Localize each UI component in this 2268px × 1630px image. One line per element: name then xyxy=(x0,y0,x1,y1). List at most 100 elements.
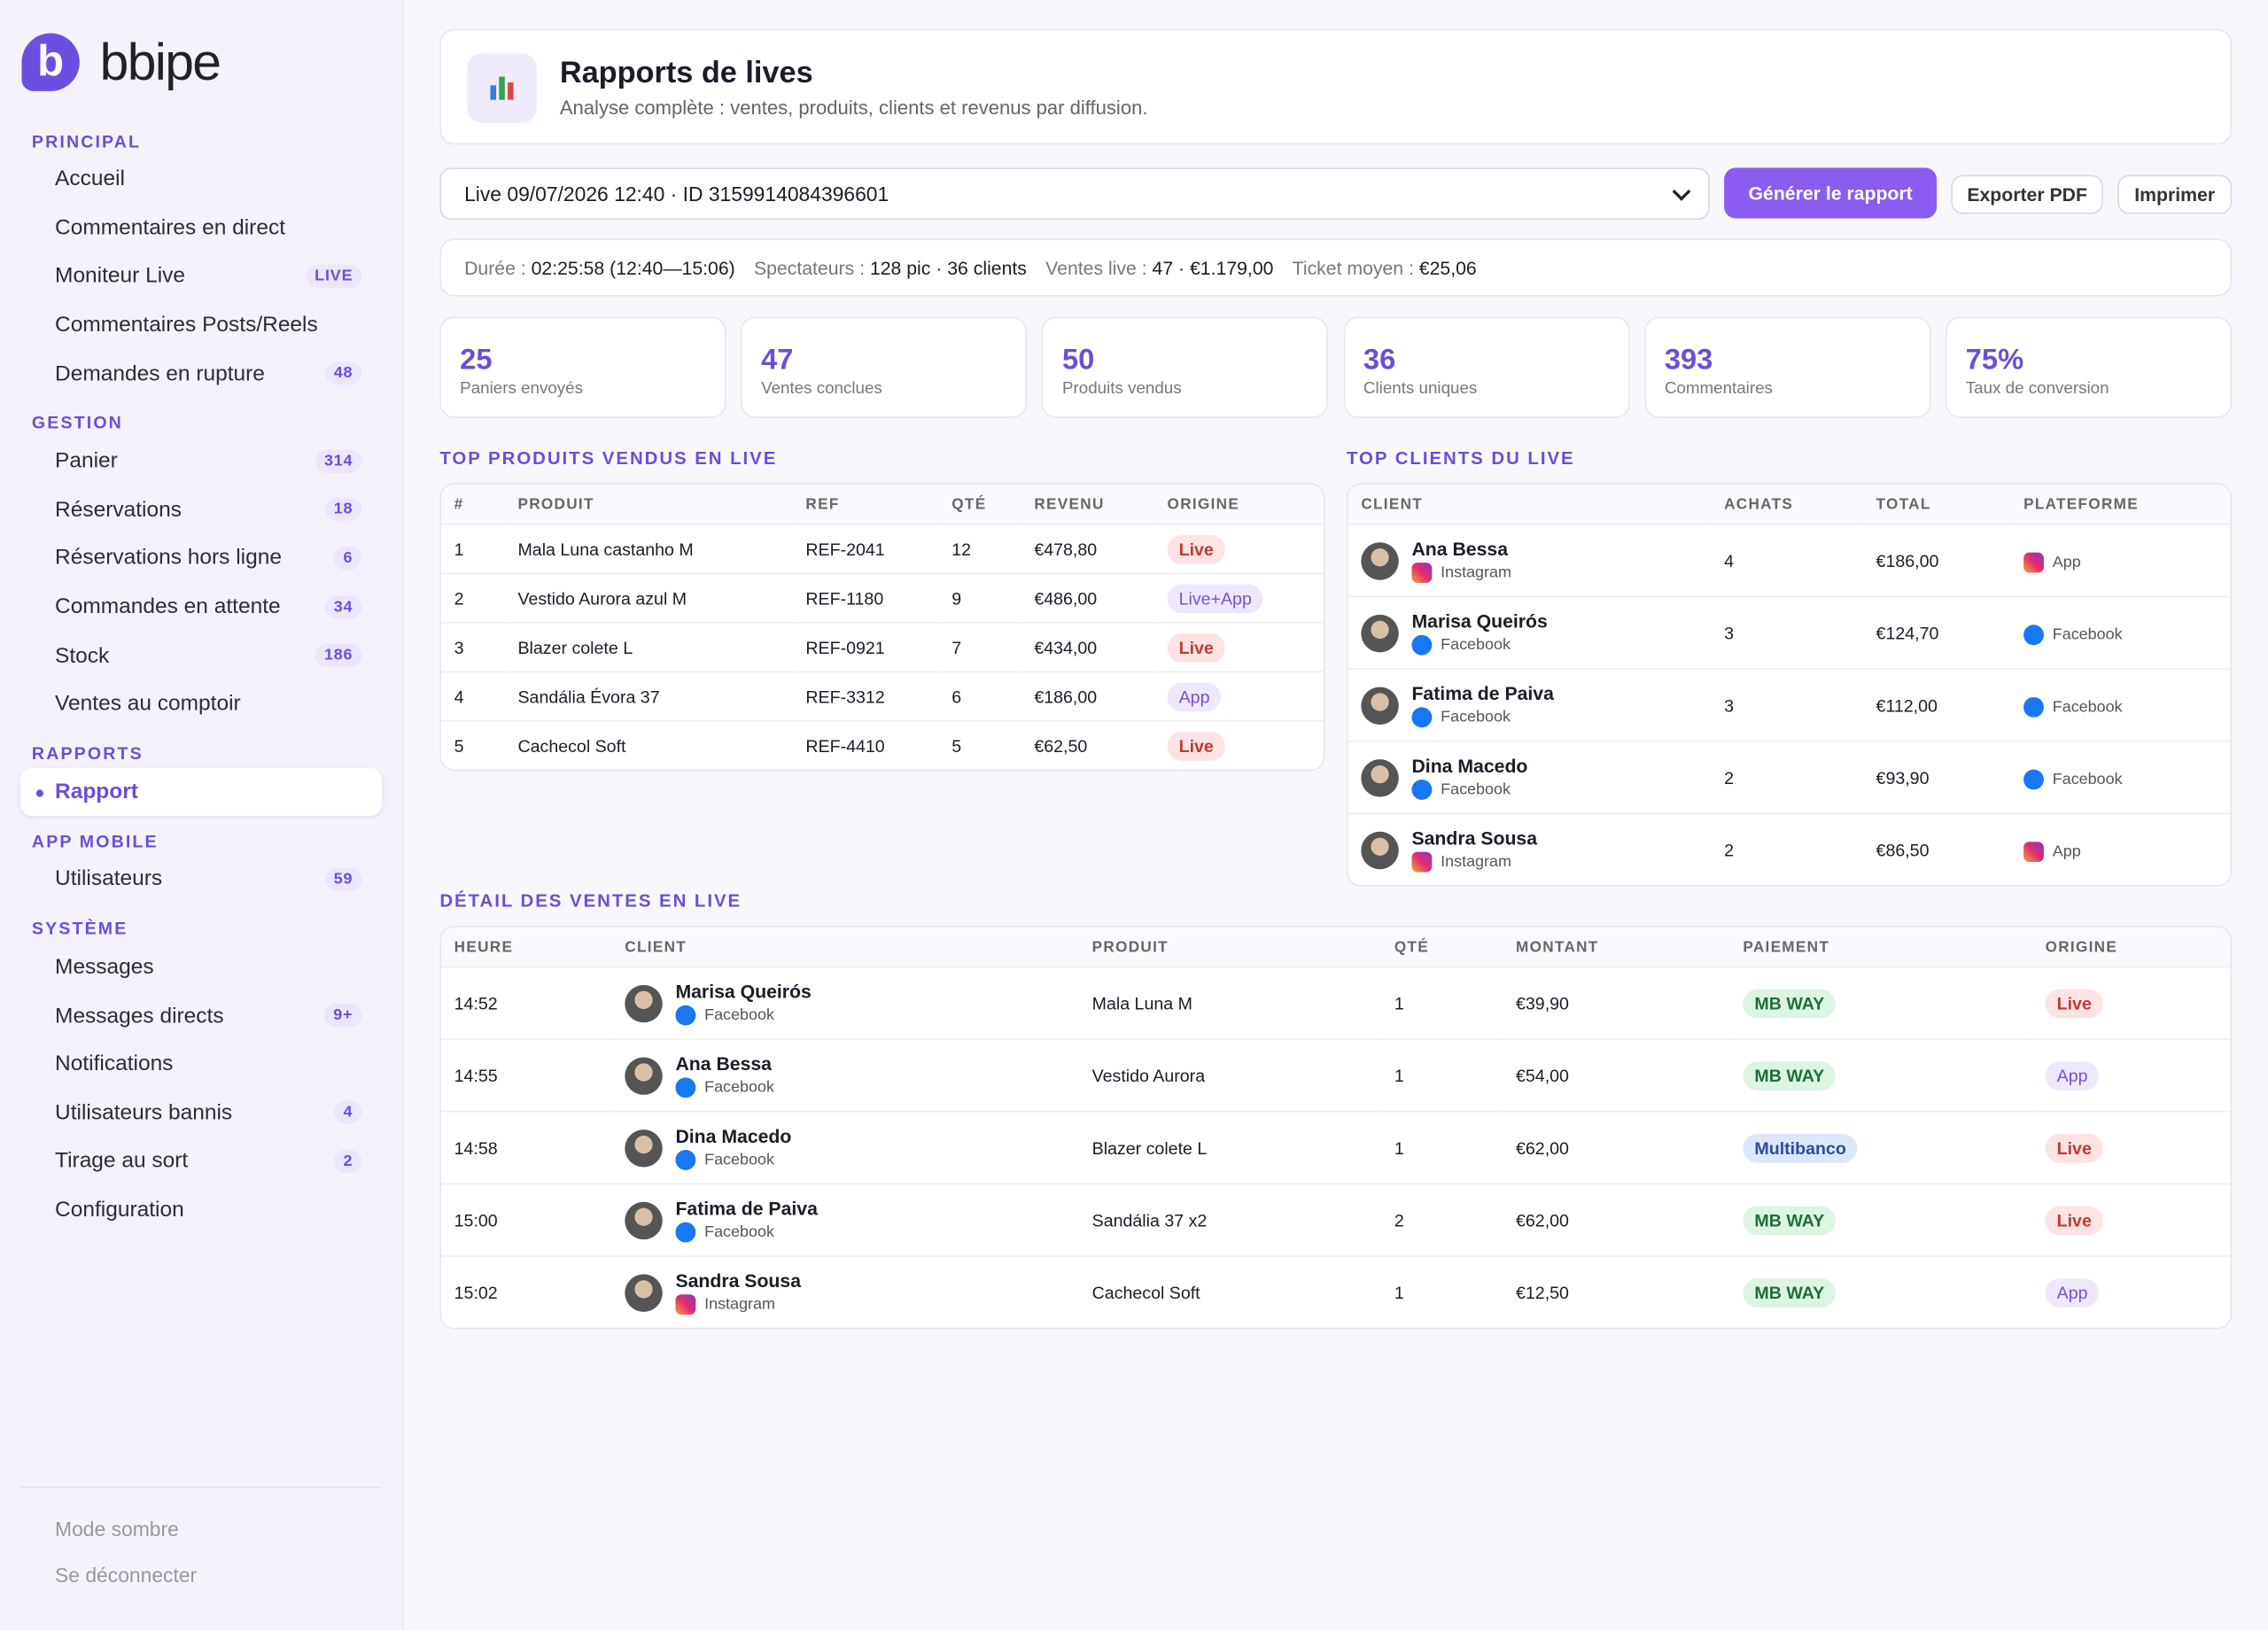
summary-value: 47 · €1.179,00 xyxy=(1152,256,1274,279)
sale-row: 15:02 Sandra Sousa Instagram Cachecol Soft 1… xyxy=(441,1256,2231,1328)
cell: 7 xyxy=(938,622,1021,673)
client-info: Dina Macedo Facebook xyxy=(1411,755,1527,800)
platform: App xyxy=(2023,551,2229,572)
nav-badge: 9+ xyxy=(324,1004,362,1028)
nav-item[interactable]: Commandes en attente 34 xyxy=(20,583,382,632)
nav-item[interactable]: Panier 314 xyxy=(20,437,382,485)
nav-item[interactable]: Réservations hors ligne 6 xyxy=(20,534,382,583)
cell: Cachecol Soft xyxy=(1091,1282,1200,1303)
summary-value: 128 pic · 36 clients xyxy=(869,256,1027,279)
platform: Facebook xyxy=(2023,624,2229,645)
cell: MB WAY xyxy=(1730,1256,2032,1328)
platform-label: App xyxy=(2052,842,2081,860)
client: Marisa Queirós Facebook xyxy=(625,981,1077,1026)
nav-item[interactable]: Réservations 18 xyxy=(20,485,382,534)
source-label: Instagram xyxy=(1441,563,1511,582)
thead: HEURE CLIENT PRODUIT QTÉ MONTANT PAIEMENT ORIG… xyxy=(440,927,2231,968)
platform: Facebook xyxy=(2023,768,2229,789)
live-select[interactable]: Live 09/07/2026 12:40 · ID 3159914084396… xyxy=(439,167,1710,221)
section-title: APP MOBILE xyxy=(31,831,159,852)
nav-item[interactable]: Stock 186 xyxy=(20,631,382,679)
cell: Dina Macedo Facebook xyxy=(1348,741,1712,815)
cell: Multibanco xyxy=(1729,1111,2032,1185)
client-row: Dina Macedo Facebook 2 €93,90 Facebook xyxy=(1348,741,2231,815)
cell: Live+App xyxy=(1153,573,1324,624)
nav-item[interactable]: Moniteur Live LIVE xyxy=(20,252,382,300)
cell: Facebook xyxy=(2010,669,2231,742)
nav-item[interactable]: Configuration xyxy=(20,1185,382,1234)
client: Marisa Queirós Facebook xyxy=(1361,610,1709,656)
platform-icon xyxy=(1411,851,1433,873)
cell: 15:02 xyxy=(454,1282,498,1303)
cell: €186,00 xyxy=(1862,524,2011,598)
nav-item[interactable]: Utilisateurs bannis 4 xyxy=(20,1089,382,1137)
platform-label: Facebook xyxy=(2052,697,2123,716)
nav-item[interactable]: Messages directs 9+ xyxy=(20,991,382,1040)
nav-item[interactable]: Demandes en rupture 48 xyxy=(20,349,382,398)
nav-item[interactable]: Tirage au sort 2 xyxy=(20,1137,382,1185)
export-button[interactable]: Exporter PDF xyxy=(1951,175,2103,214)
cell: Sandália Évora 37 xyxy=(504,671,793,722)
column-header: REF xyxy=(792,484,939,525)
cell: 2 xyxy=(1724,839,1735,860)
nav-item[interactable]: Commentaires Posts/Reels xyxy=(20,300,382,349)
cell: Mala Luna castanho M xyxy=(504,524,793,575)
summary-label: Ventes live : xyxy=(1045,256,1147,279)
cell: MB WAY xyxy=(1729,966,2032,1040)
platform-icon xyxy=(2023,624,2044,645)
nav-item[interactable]: Commentaires en direct xyxy=(20,204,382,252)
client-source: Facebook xyxy=(675,1005,811,1026)
column-header: ORIGINE xyxy=(1153,484,1324,525)
client-row: Marisa Queirós Facebook 3 €124,70 Facebook xyxy=(1348,596,2231,670)
nav-label: Configuration xyxy=(55,1197,184,1222)
stat-card: 47 Ventes conclues xyxy=(741,316,1028,418)
source-label: Facebook xyxy=(1441,780,1511,799)
platform-icon xyxy=(675,1077,696,1098)
nav-badge: 59 xyxy=(324,867,362,891)
platform-label: Facebook xyxy=(2052,625,2123,643)
nav-item[interactable]: Utilisateurs 59 xyxy=(20,855,382,904)
footer-link[interactable]: Se déconnecter xyxy=(55,1563,198,1587)
cell: Blazer colete L xyxy=(504,622,793,673)
print-button[interactable]: Imprimer xyxy=(2117,175,2233,214)
nav-item[interactable]: Notifications xyxy=(20,1040,382,1089)
client-info: Ana Bessa Instagram xyxy=(1411,538,1511,583)
cell: App xyxy=(2010,813,2230,885)
client-source: Facebook xyxy=(675,1077,774,1098)
nav-badge: 4 xyxy=(334,1100,362,1125)
nav-label: Tirage au sort xyxy=(55,1148,189,1174)
nav-badge: 34 xyxy=(324,594,362,619)
cell: Live xyxy=(1153,622,1324,673)
nav-badge: LIVE xyxy=(306,264,362,288)
client-source: Instagram xyxy=(1411,563,1511,583)
cell: REF-1180 xyxy=(792,573,939,624)
cell: Fatima de Paiva Facebook xyxy=(611,1184,1079,1257)
nav-item[interactable]: Accueil xyxy=(20,155,382,204)
page-subtitle: Analyse complète : ventes, produits, cli… xyxy=(559,97,1148,119)
logo-icon: b xyxy=(21,33,80,91)
nav-item[interactable]: Rapport xyxy=(19,767,383,817)
platform-icon xyxy=(1411,779,1433,800)
cell: Ana Bessa Instagram xyxy=(1348,524,1712,598)
tbody: 1 Mala Luna castanho M REF-2041 12 €478,80 Li… xyxy=(440,524,1324,770)
cell: 1 xyxy=(1381,1111,1503,1185)
client-info: Fatima de Paiva Facebook xyxy=(1411,683,1554,728)
nav-item[interactable]: Ventes au comptoir xyxy=(20,679,382,728)
cell: 1 xyxy=(440,524,505,575)
source-label: Facebook xyxy=(704,1151,774,1169)
column-header: HEURE xyxy=(440,927,612,968)
badge: Live xyxy=(2045,988,2103,1018)
cell: 12 xyxy=(938,524,1021,575)
cell: Live xyxy=(2031,1184,2231,1257)
column-header: ORIGINE xyxy=(2031,927,2231,968)
stat-value: 75% xyxy=(1965,344,2024,376)
client-source: Facebook xyxy=(1411,634,1547,656)
cell: Fatima de Paiva Facebook xyxy=(1348,669,1712,742)
footer-link[interactable]: Mode sombre xyxy=(55,1517,179,1541)
nav-item[interactable]: Messages xyxy=(20,943,382,991)
cell: Sandália 37 x2 xyxy=(1078,1184,1382,1257)
cell: 2 xyxy=(1711,741,1863,815)
summary-bar: Durée : 02:25:58 (12:40—15:06) Spectateur… xyxy=(439,238,2233,297)
generate-button[interactable]: Générer le rapport xyxy=(1724,167,1938,219)
nav-badge: 2 xyxy=(334,1149,362,1173)
